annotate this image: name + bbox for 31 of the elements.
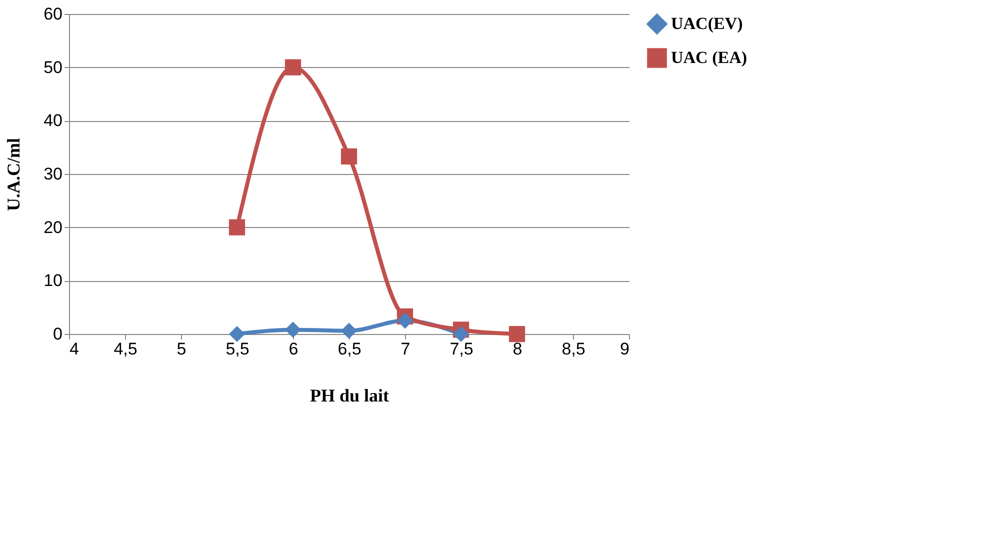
y-tick-label: 0 <box>53 324 62 344</box>
x-tick-label: 7 <box>400 340 410 358</box>
x-tick-label: 9 <box>620 340 630 358</box>
x-tick-label: 6 <box>288 340 298 358</box>
point <box>228 219 246 236</box>
y-tick-label: 30 <box>44 164 62 184</box>
legend-label: UAC (EA) <box>671 48 748 67</box>
x-tick-label: 7,5 <box>450 340 474 358</box>
point <box>396 312 414 329</box>
point <box>228 326 246 342</box>
legend-label: UAC(EV) <box>671 14 743 33</box>
y-tick-label: 60 <box>44 4 62 24</box>
point <box>340 148 358 164</box>
x-tick-label: 5 <box>176 340 186 358</box>
x-tick-label: 6,5 <box>338 340 362 358</box>
x-tick-label: 4,5 <box>114 340 138 358</box>
point <box>284 59 302 76</box>
point <box>340 322 358 339</box>
y-axis-title: U.A.C/ml <box>4 138 24 211</box>
x-tick-label: 5,5 <box>226 340 250 358</box>
x-tick-label: 8,5 <box>562 340 586 358</box>
x-tick-label: 8 <box>512 340 522 358</box>
y-tick-label: 10 <box>44 271 62 290</box>
y-tick-label: 50 <box>44 58 62 77</box>
y-tick-label: 40 <box>44 111 62 130</box>
x-axis-title: PH du lait <box>310 386 390 406</box>
point <box>508 326 526 342</box>
point <box>452 326 470 342</box>
x-tick-label: 4 <box>70 340 79 358</box>
y-tick-label: 20 <box>44 218 62 237</box>
point <box>284 322 302 338</box>
